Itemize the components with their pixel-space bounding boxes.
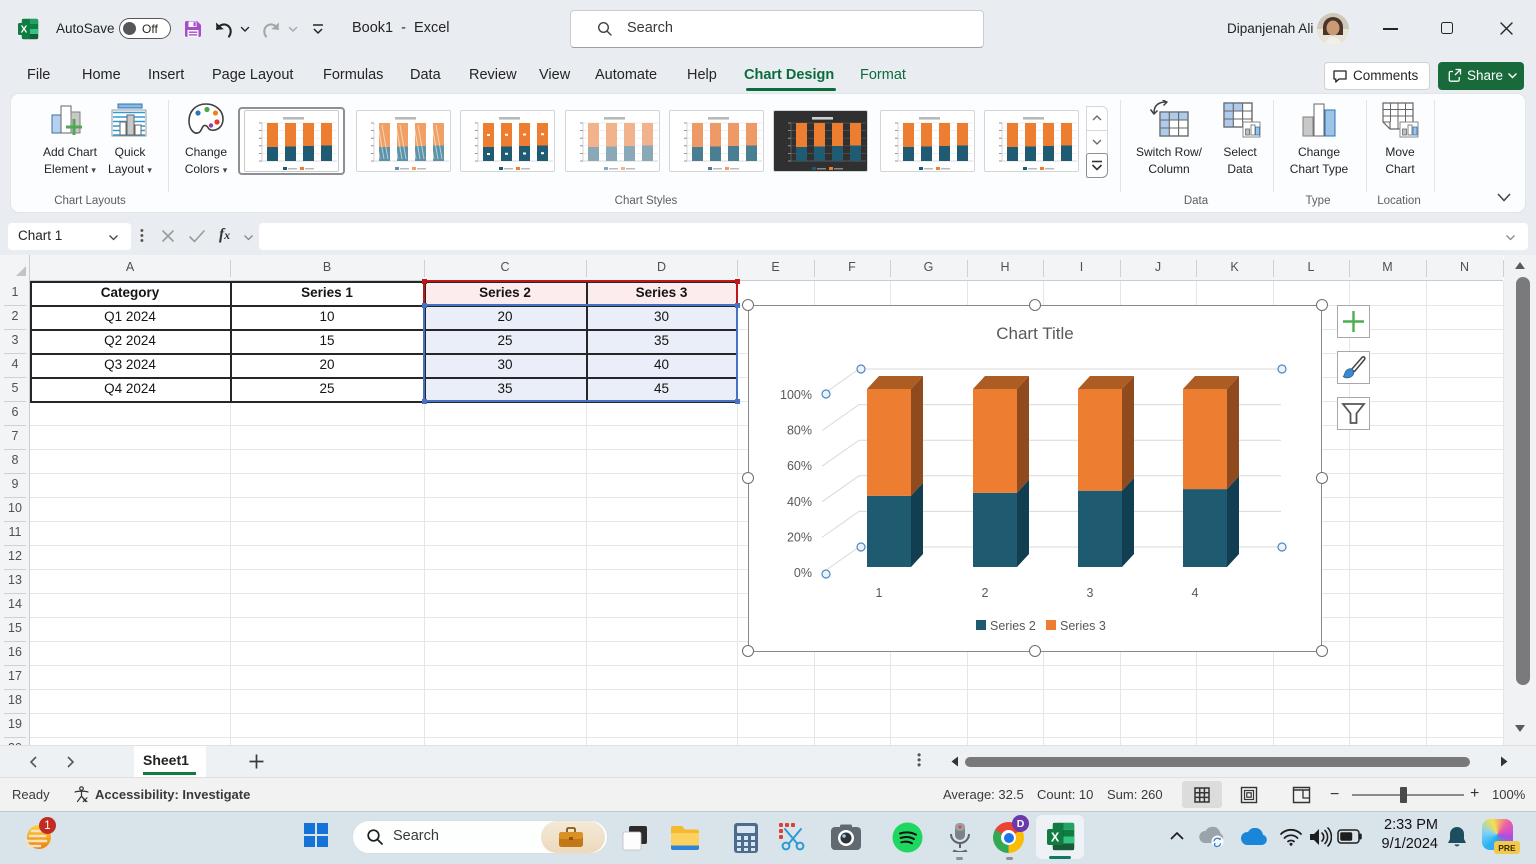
svg-text:1: 1	[876, 586, 883, 600]
svg-text:2: 2	[982, 586, 989, 600]
svg-text:4: 4	[1192, 586, 1199, 600]
svg-text:60%: 60%	[787, 459, 812, 473]
svg-text:Series 3: Series 3	[1060, 619, 1106, 633]
svg-text:80%: 80%	[787, 424, 812, 438]
svg-text:X: X	[1051, 831, 1060, 845]
svg-text:Chart Title: Chart Title	[996, 324, 1073, 343]
svg-text:3: 3	[1087, 586, 1094, 600]
svg-text:X: X	[21, 24, 28, 35]
svg-text:0%: 0%	[794, 566, 812, 580]
svg-text:20%: 20%	[787, 530, 812, 544]
svg-text:100%: 100%	[780, 388, 812, 402]
svg-text:40%: 40%	[787, 495, 812, 509]
svg-text:Series 2: Series 2	[990, 619, 1036, 633]
